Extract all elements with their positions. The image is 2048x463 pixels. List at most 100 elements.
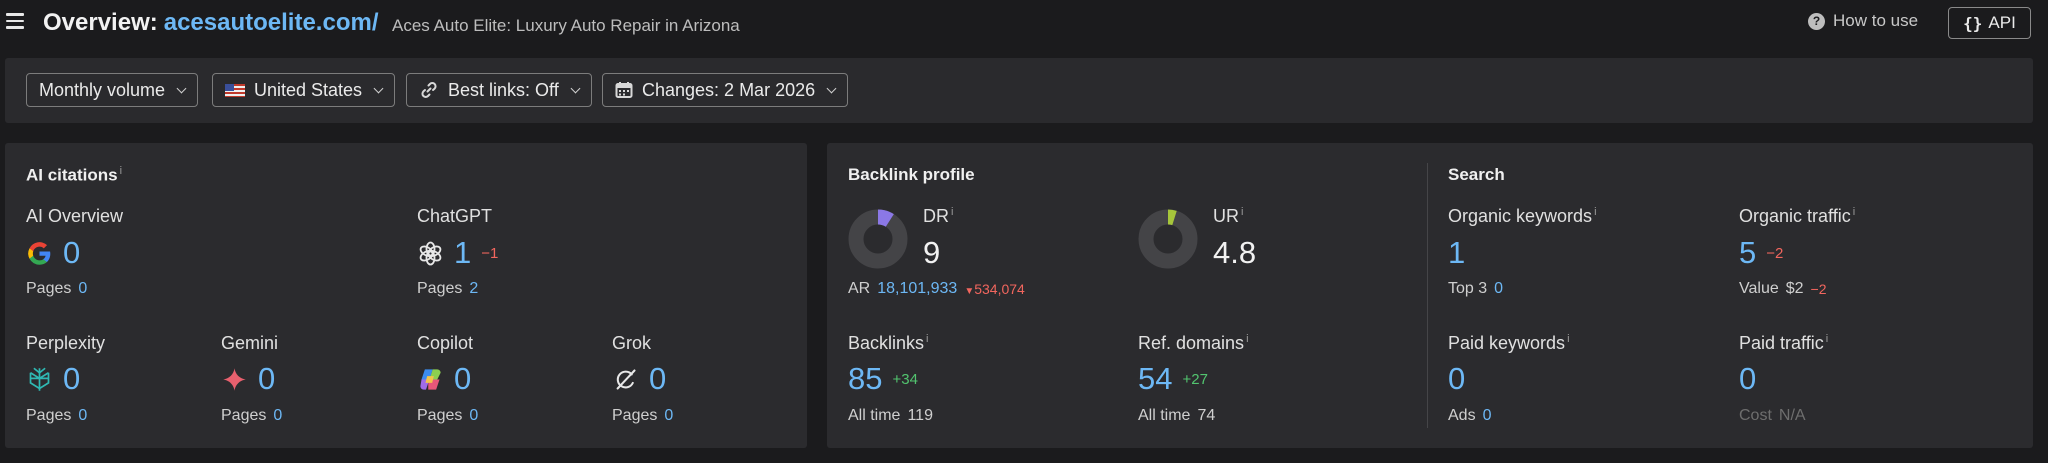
grok-pages-value[interactable]: 0 (664, 407, 674, 424)
ai-overview-pages-value[interactable]: 0 (78, 280, 88, 297)
info-icon[interactable]: i (951, 206, 954, 218)
page-title: Overview: acesautoelite.com/ (43, 9, 379, 37)
us-flag-icon (225, 83, 245, 97)
ai-citations-title-text: AI citations (26, 165, 118, 185)
gemini-metric: 0 (221, 361, 275, 397)
copilot-value[interactable]: 0 (454, 361, 472, 396)
organic-traffic-label: Organic traffic i (1739, 206, 1855, 227)
info-icon[interactable]: i (1246, 333, 1249, 345)
backlinks-label-text: Backlinks (848, 333, 925, 353)
info-icon[interactable]: i (1567, 333, 1570, 345)
backlinks-all-time-value: 119 (907, 407, 933, 424)
paid-keywords-label-text: Paid keywords (1448, 333, 1566, 353)
organic-keywords-label-text: Organic keywords (1448, 206, 1593, 226)
organic-traffic-value-row: Value $2 −2 (1739, 280, 1827, 298)
grok-metric: 0 (612, 361, 666, 397)
calendar-icon (615, 82, 633, 98)
best-links-dropdown[interactable]: Best links: Off (406, 73, 592, 107)
backlinks-label: Backlinks i (848, 333, 928, 354)
link-icon (421, 82, 437, 98)
copilot-label: Copilot (417, 333, 474, 353)
grok-pages: Pages 0 (612, 407, 673, 425)
gemini-pages: Pages 0 (221, 407, 282, 425)
chatgpt-value[interactable]: 1 (454, 235, 472, 270)
backlinks-value[interactable]: 85 (848, 361, 883, 396)
paid-traffic-value[interactable]: 0 (1739, 361, 1757, 396)
all-time-label: All time (848, 407, 901, 424)
organic-keywords-top3: Top 3 0 (1448, 280, 1503, 298)
cost-value: N/A (1778, 407, 1806, 424)
api-button[interactable]: {} API (1948, 7, 2031, 39)
gemini-value[interactable]: 0 (258, 361, 276, 396)
dr-label-text: DR (923, 206, 949, 226)
chatgpt-pages-value[interactable]: 2 (469, 280, 479, 297)
menu-icon[interactable] (6, 13, 24, 29)
ref-domains-change: +27 (1182, 370, 1208, 388)
ref-domains-label: Ref. domains i (1138, 333, 1249, 354)
top3-label: Top 3 (1448, 280, 1488, 297)
organic-keywords-label: Organic keywords i (1448, 206, 1597, 227)
paid-keywords-label: Paid keywords i (1448, 333, 1570, 354)
how-to-use-link[interactable]: ? How to use (1808, 11, 1918, 31)
cost-label: Cost (1739, 407, 1772, 424)
organic-traffic-change: −2 (1766, 244, 1784, 262)
organic-traffic-label-text: Organic traffic (1739, 206, 1851, 226)
traffic-value-amount: $2 (1785, 280, 1804, 297)
perplexity-value[interactable]: 0 (63, 361, 81, 396)
api-label: API (1988, 13, 2016, 32)
top3-value[interactable]: 0 (1494, 280, 1504, 297)
perplexity-icon (29, 367, 50, 391)
ads-label: Ads (1448, 407, 1476, 424)
all-time-label: All time (1138, 407, 1191, 424)
ai-citations-panel: AI citations i AI Overview 0 Pages 0 ChatG… (5, 143, 807, 448)
changes-date-dropdown[interactable]: Changes: 2 Mar 2026 (602, 73, 849, 107)
info-icon[interactable]: i (1241, 206, 1244, 218)
paid-keywords-ads: Ads 0 (1448, 407, 1491, 425)
pages-label: Pages (26, 280, 72, 297)
chatgpt-pages: Pages 2 (417, 280, 478, 298)
pages-label: Pages (26, 407, 72, 424)
copilot-metric: 0 (417, 361, 471, 397)
info-icon[interactable]: i (926, 333, 929, 345)
ai-overview-value[interactable]: 0 (63, 235, 81, 270)
copilot-pages-value[interactable]: 0 (469, 407, 479, 424)
backlinks-metric: 85 +34 (848, 361, 918, 397)
chatgpt-label: ChatGPT (417, 206, 493, 226)
ur-value: 4.8 (1213, 235, 1257, 270)
perplexity-metric: 0 (26, 361, 80, 397)
perplexity-pages-value[interactable]: 0 (78, 407, 88, 424)
organic-traffic-value[interactable]: 5 (1739, 235, 1757, 270)
ads-value[interactable]: 0 (1482, 407, 1492, 424)
dr-value: 9 (923, 235, 941, 270)
country-dropdown-label: United States (254, 79, 363, 100)
perplexity-pages: Pages 0 (26, 407, 87, 425)
chatgpt-change: −1 (481, 244, 499, 262)
dr-donut-arc (848, 209, 908, 269)
gemini-icon (223, 367, 246, 391)
country-dropdown[interactable]: United States (212, 73, 396, 107)
info-icon[interactable]: i (1852, 206, 1856, 218)
section-divider (1427, 163, 1428, 428)
ur-label: UR i (1213, 206, 1243, 227)
traffic-value-change: −2 (1810, 281, 1827, 297)
backlinks-change: +34 (892, 370, 918, 388)
ref-domains-value[interactable]: 54 (1138, 361, 1173, 396)
domain-link[interactable]: acesautoelite.com/ (163, 9, 379, 36)
gemini-pages-value[interactable]: 0 (273, 407, 283, 424)
ref-domains-metric: 54 +27 (1138, 361, 1208, 397)
organic-keywords-value[interactable]: 1 (1448, 235, 1466, 270)
how-to-use-label: How to use (1833, 11, 1919, 30)
paid-keywords-value[interactable]: 0 (1448, 361, 1466, 396)
info-icon[interactable]: i (119, 165, 123, 177)
pages-label: Pages (417, 407, 463, 424)
volume-dropdown[interactable]: Monthly volume (26, 73, 199, 107)
paid-traffic-cost: Cost N/A (1739, 407, 1806, 425)
organic-traffic-metric: 5 −2 (1739, 235, 1783, 271)
google-icon (28, 241, 51, 265)
pages-label: Pages (612, 407, 658, 424)
grok-value[interactable]: 0 (649, 361, 667, 396)
chatgpt-metric: 1 −1 (417, 235, 498, 271)
info-icon[interactable]: i (1825, 333, 1829, 345)
ar-value[interactable]: 18,101,933 (877, 280, 958, 297)
info-icon[interactable]: i (1594, 206, 1597, 218)
